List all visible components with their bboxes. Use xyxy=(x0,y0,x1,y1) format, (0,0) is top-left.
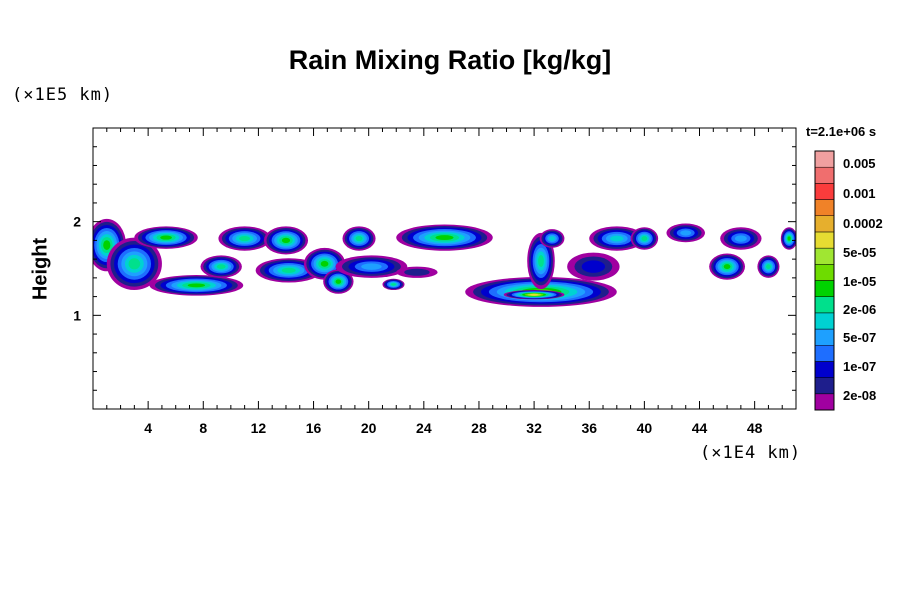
x-axis-unit-label: (×1E4 km) xyxy=(700,443,802,463)
contour-level xyxy=(723,264,731,270)
rain-cell xyxy=(709,253,745,280)
colorbar-swatch xyxy=(814,231,835,249)
rain-cell xyxy=(335,255,408,278)
rain-cell xyxy=(396,224,493,251)
colorbar-swatch xyxy=(814,312,835,330)
contour-level xyxy=(281,237,291,244)
x-tick-label: 20 xyxy=(361,420,377,436)
rain-cell xyxy=(200,255,242,278)
colorbar-swatch xyxy=(814,166,835,184)
colorbar-label: 5e-05 xyxy=(843,245,876,260)
x-tick-label: 40 xyxy=(637,420,653,436)
contour-level xyxy=(320,260,329,267)
contour-level xyxy=(404,268,430,276)
colorbar-swatch xyxy=(814,377,835,395)
x-tick-label: 4 xyxy=(144,420,152,436)
colorbar: 0.005 0.001 0.0002 5e-05 1e-05 2e-06 5e-07 1e-0… xyxy=(814,150,883,411)
contour-level xyxy=(361,263,382,270)
colorbar-swatch xyxy=(814,264,835,281)
colorbar-swatch xyxy=(814,296,835,314)
rain-cell xyxy=(218,226,271,251)
rain-cell xyxy=(382,278,405,291)
rain-cell xyxy=(666,223,706,243)
x-tick-label: 24 xyxy=(416,420,432,436)
colorbar-swatch xyxy=(814,247,835,265)
contour-level xyxy=(766,264,771,269)
colorbar-swatch xyxy=(814,215,835,233)
colorbar-swatch xyxy=(814,280,835,297)
x-tick-label: 32 xyxy=(526,420,542,436)
rain-cell xyxy=(539,229,565,248)
contour-level xyxy=(641,236,648,241)
x-tick-label: 8 xyxy=(199,420,207,436)
contour-level xyxy=(355,235,363,242)
contour-level xyxy=(335,279,342,284)
contour-level xyxy=(680,230,692,236)
contour-level xyxy=(538,255,544,267)
colorbar-label: 0.005 xyxy=(843,156,876,171)
rain-cell xyxy=(757,255,780,278)
contour-level xyxy=(391,283,396,286)
rain-cell xyxy=(630,227,659,250)
x-tick-label: 36 xyxy=(581,420,597,436)
y-tick-label: 1 xyxy=(73,307,81,323)
rain-cell xyxy=(149,275,244,296)
colorbar-title: t=2.1e+06 s xyxy=(806,124,877,139)
contour-field xyxy=(93,218,796,307)
contour-level xyxy=(103,240,111,250)
rain-cell xyxy=(396,266,438,278)
colorbar-label: 1e-05 xyxy=(843,274,876,289)
y-axis-unit-label: (×1E5 km) xyxy=(12,85,114,105)
contour-level xyxy=(734,235,747,242)
contour-level xyxy=(187,283,206,288)
colorbar-swatch xyxy=(814,361,835,378)
contour-level xyxy=(216,264,226,269)
colorbar-label: 1e-07 xyxy=(843,359,876,374)
colorbar-swatch xyxy=(814,150,835,168)
contour-level xyxy=(581,260,606,273)
rain-cell xyxy=(323,269,354,294)
rain-cell xyxy=(567,252,620,281)
colorbar-label: 2e-08 xyxy=(843,388,876,403)
rain-cell xyxy=(589,226,645,251)
x-tick-label: 48 xyxy=(747,420,763,436)
contour-level xyxy=(239,235,251,242)
x-tick-label: 12 xyxy=(251,420,267,436)
colorbar-label: 2e-06 xyxy=(843,302,876,317)
contour-level xyxy=(787,236,791,241)
colorbar-swatch xyxy=(814,199,835,216)
contour-level xyxy=(281,267,296,273)
contour-level xyxy=(610,235,624,242)
colorbar-swatch xyxy=(814,328,835,346)
rain-cell xyxy=(503,290,565,300)
colorbar-frame xyxy=(814,150,835,411)
contour-level xyxy=(549,236,556,241)
plot-frame xyxy=(92,127,797,410)
rain-cell xyxy=(342,226,376,251)
rain-cell xyxy=(134,226,198,249)
chart-title: Rain Mixing Ratio [kg/kg] xyxy=(288,45,612,75)
colorbar-label: 5e-07 xyxy=(843,330,876,345)
rain-cell xyxy=(106,237,162,291)
colorbar-label: 0.0002 xyxy=(843,216,883,231)
contour-level xyxy=(160,235,172,240)
rain-cell xyxy=(720,227,762,250)
x-tick-label: 44 xyxy=(692,420,708,436)
rain-cell xyxy=(780,227,796,250)
colorbar-swatch xyxy=(814,393,835,411)
colorbar-swatch xyxy=(814,183,835,200)
contour-level xyxy=(529,293,539,296)
x-tick-label: 16 xyxy=(306,420,322,436)
contour-level xyxy=(128,258,141,270)
rain-cell xyxy=(263,226,309,255)
y-tick-label: 2 xyxy=(73,214,81,230)
contour-level xyxy=(435,235,454,241)
x-tick-label: 28 xyxy=(471,420,487,436)
colorbar-label: 0.001 xyxy=(843,186,876,201)
colorbar-swatch xyxy=(814,345,835,362)
